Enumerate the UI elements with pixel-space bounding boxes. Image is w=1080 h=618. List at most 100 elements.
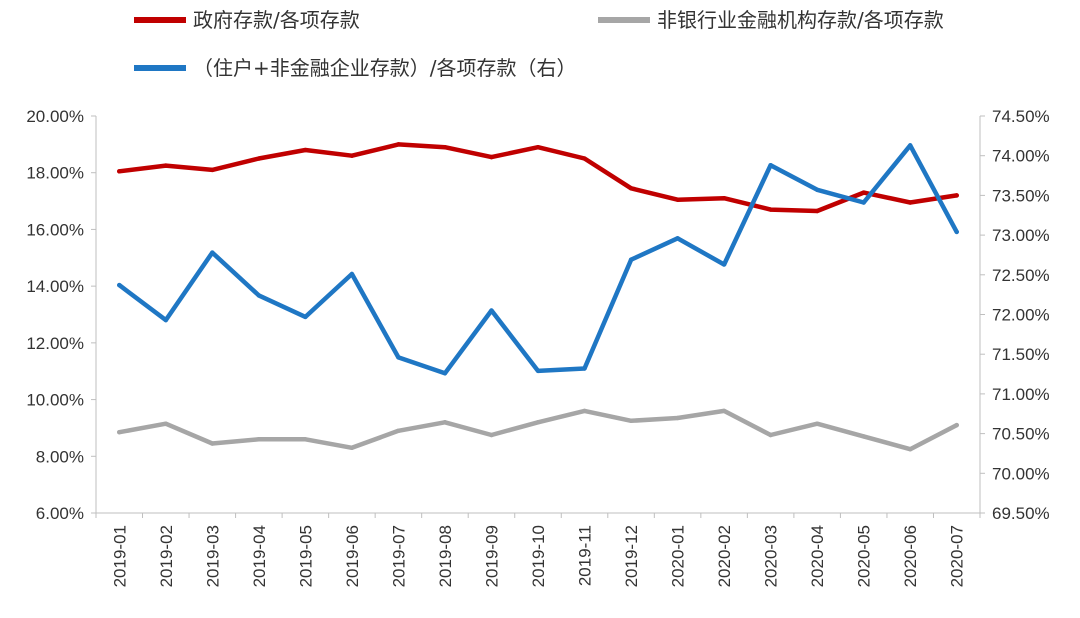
x-tick-label: 2020-01 [669, 525, 688, 587]
series-1-point [210, 441, 215, 446]
series-0-point [861, 190, 866, 195]
left-tick-label: 18.00% [26, 164, 84, 183]
series-line-0 [117, 142, 959, 214]
right-tick-label: 73.50% [992, 186, 1050, 205]
right-tick-label: 74.00% [992, 147, 1050, 166]
series-2-point [117, 282, 122, 288]
series-1-point [442, 420, 448, 425]
legend-label-household-corporate: （住户+非金融企业存款）/各项存款（右） [193, 56, 577, 80]
right-tick-label: 70.00% [992, 464, 1050, 483]
right-axis-ticks: 69.50% 70.00% 70.50% 71.00% 71.50% 72.00% 72.5… [980, 107, 1050, 523]
left-tick-label: 8.00% [36, 447, 84, 466]
series-1-point [768, 432, 773, 438]
x-tick-label: 2019-01 [110, 525, 129, 587]
right-tick-label: 71.00% [992, 385, 1050, 404]
x-tick-label: 2020-06 [901, 525, 920, 587]
series-0-point [628, 186, 634, 191]
series-1-point [628, 418, 634, 424]
series-0-point [582, 156, 587, 161]
left-tick-label: 12.00% [26, 334, 84, 353]
series-2-point [303, 314, 308, 320]
series-2-point [628, 257, 634, 262]
x-axis-ticks: 2019-01 2019-02 2019-03 2019-04 2019-05 2019-… [95, 513, 981, 587]
series-2-point [721, 262, 727, 267]
series-0-point [256, 156, 262, 161]
x-tick-label: 2019-07 [389, 525, 408, 587]
series-2-point [908, 143, 913, 148]
right-tick-label: 69.50% [992, 504, 1050, 523]
series-2-point [675, 236, 680, 241]
series-0-point [721, 196, 727, 201]
series-0-point [442, 144, 448, 150]
left-axis-ticks: 6.00% 8.00% 10.00% 12.00% 14.00% 16.00% 18.00%… [26, 107, 96, 523]
series-2-point [814, 187, 820, 193]
right-tick-label: 74.50% [992, 107, 1050, 126]
series-line-2 [117, 143, 959, 376]
series-2-point [349, 271, 355, 277]
series-0-point [210, 167, 215, 173]
right-tick-label: 72.50% [992, 266, 1050, 285]
x-tick-label: 2019-09 [482, 525, 501, 587]
series-0-point [396, 142, 401, 147]
legend-label-government: 政府存款/各项存款 [193, 8, 360, 32]
series-1-point [303, 437, 308, 442]
left-tick-label: 10.00% [26, 391, 84, 410]
series-0-point [117, 169, 122, 174]
x-tick-label: 2019-08 [436, 525, 455, 587]
x-tick-label: 2020-07 [948, 525, 967, 587]
series-2-point [163, 317, 168, 323]
series-1-point [582, 408, 587, 414]
left-tick-label: 14.00% [26, 277, 84, 296]
x-tick-label: 2020-04 [808, 525, 827, 587]
series-line-1 [117, 408, 959, 452]
right-tick-label: 70.50% [992, 425, 1050, 444]
series-0-point [814, 208, 820, 214]
x-tick-label: 2020-02 [715, 525, 734, 587]
x-tick-label: 2019-05 [296, 525, 315, 587]
series-0-point [768, 207, 773, 212]
x-tick-label: 2020-03 [762, 525, 781, 587]
series-1-point [721, 408, 727, 414]
series-1-point [675, 415, 680, 421]
series-1-point [861, 434, 866, 439]
series-1-point [163, 421, 168, 426]
series-0-point [535, 144, 541, 150]
series-0-point [163, 163, 168, 168]
series-2-point [489, 308, 494, 313]
series-2-point [535, 368, 541, 374]
series-0-point [908, 200, 913, 205]
series-1-point [535, 420, 541, 425]
series-2-point [582, 366, 587, 371]
x-tick-label: 2019-03 [203, 525, 222, 587]
series-2-point [768, 163, 773, 168]
left-tick-label: 20.00% [26, 107, 84, 126]
legend: 政府存款/各项存款 非银行业金融机构存款/各项存款 （住户+非金融企业存款）/各… [134, 8, 944, 80]
series-2-point [396, 355, 401, 360]
series-1-point [489, 432, 494, 438]
legend-label-nonbank: 非银行业金融机构存款/各项存款 [657, 8, 944, 32]
x-tick-label: 2019-06 [343, 525, 362, 587]
series-2-point [954, 229, 959, 235]
x-tick-label: 2019-04 [250, 525, 269, 587]
series-2-point [442, 371, 448, 376]
series-0-point [954, 193, 959, 198]
series-2-point [210, 250, 215, 255]
left-tick-label: 16.00% [26, 220, 84, 239]
series-0-point [349, 153, 355, 158]
x-tick-label: 2020-05 [855, 525, 874, 587]
series-0-point [303, 147, 308, 153]
left-tick-label: 6.00% [36, 504, 84, 523]
series-layer [117, 142, 959, 452]
series-1-point [954, 422, 959, 428]
series-1-point [908, 446, 913, 452]
right-tick-label: 71.50% [992, 345, 1050, 364]
right-tick-label: 73.00% [992, 226, 1050, 245]
axes [95, 116, 981, 514]
series-1-point [256, 437, 262, 442]
x-tick-label: 2019-02 [157, 525, 176, 587]
series-1-point [349, 445, 355, 450]
series-1-point [814, 421, 820, 426]
x-tick-label: 2019-10 [529, 525, 548, 587]
x-tick-label: 2019-12 [622, 525, 641, 587]
series-0-point [489, 154, 494, 160]
